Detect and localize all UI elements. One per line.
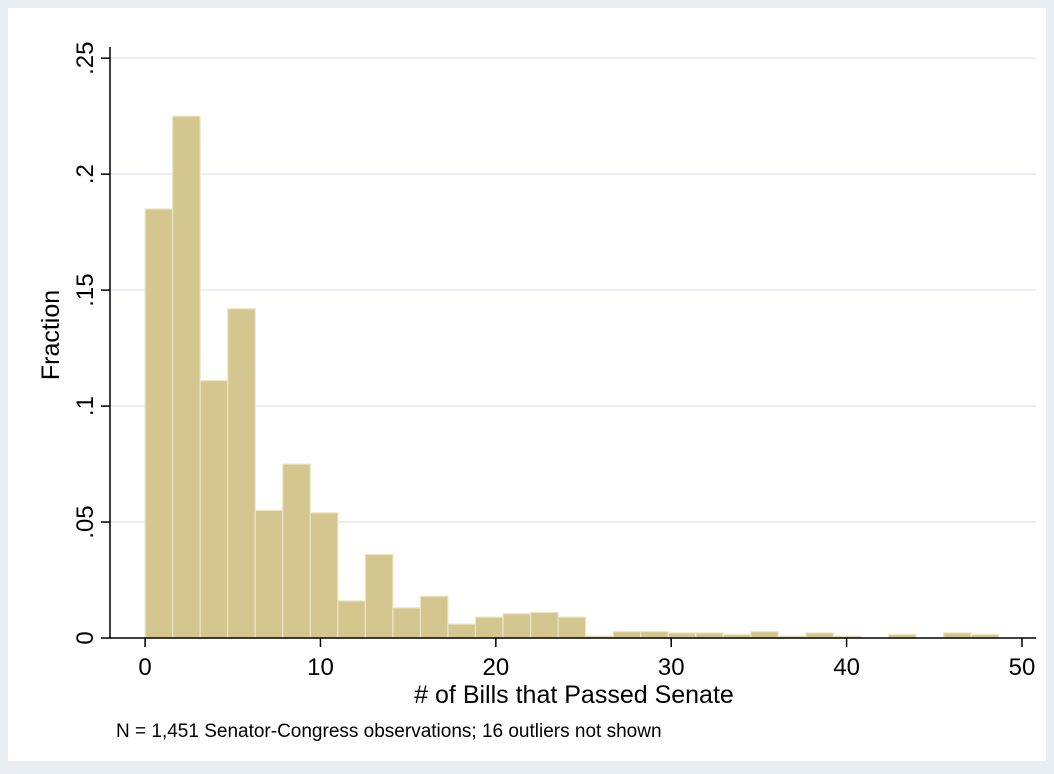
y-tick-label-3: .15: [72, 273, 99, 306]
y-axis-label: Fraction: [37, 290, 65, 380]
histogram-bar-18: [640, 630, 669, 639]
y-tick-label-1: .05: [72, 505, 99, 538]
y-tick-label-2: .1: [72, 396, 99, 416]
histogram-bar-1: [172, 115, 201, 639]
histogram-bar-15: [557, 616, 587, 639]
x-tick-label-2: 20: [482, 654, 509, 681]
histogram-bar-3: [227, 308, 256, 639]
y-tick-label-4: .2: [72, 164, 99, 184]
x-tick-label-1: 10: [307, 654, 334, 681]
histogram-bar-8: [364, 553, 394, 639]
x-axis-label: # of Bills that Passed Senate: [414, 681, 734, 709]
histogram-bar-14: [529, 611, 559, 639]
axes-layer: 0 10 20 30 40 50 0 .05 .1 .15 .2 .25: [72, 42, 1036, 681]
x-tick-label-5: 50: [1009, 654, 1036, 681]
y-tick-label-5: .25: [72, 42, 99, 75]
x-tick-label-3: 30: [658, 654, 685, 681]
histogram-bar-13: [502, 613, 532, 639]
histogram-bar-9: [392, 607, 422, 639]
y-tick-label-0: 0: [72, 631, 99, 644]
histogram-bar-24: [805, 632, 835, 639]
histogram-bar-6: [309, 512, 339, 639]
histogram-bar-29: [942, 632, 972, 639]
histogram-bar-17: [612, 630, 642, 639]
histogram-bar-12: [474, 616, 504, 639]
histogram-bar-4: [254, 509, 284, 639]
histogram-bar-5: [282, 463, 311, 639]
bars-layer: [144, 115, 1000, 639]
histogram-bar-7: [337, 600, 366, 639]
histogram-bar-0: [144, 208, 174, 639]
histogram-bar-22: [750, 630, 779, 639]
histogram-bar-10: [419, 595, 449, 639]
chart-note: N = 1,451 Senator-Congress observations;…: [116, 721, 662, 742]
histogram-bar-19: [667, 632, 697, 639]
histogram-bar-20: [695, 632, 724, 639]
x-tick-label-4: 40: [833, 654, 860, 681]
x-tick-label-0: 0: [138, 654, 151, 681]
histogram-bar-11: [447, 623, 477, 639]
histogram-bar-2: [199, 379, 229, 639]
